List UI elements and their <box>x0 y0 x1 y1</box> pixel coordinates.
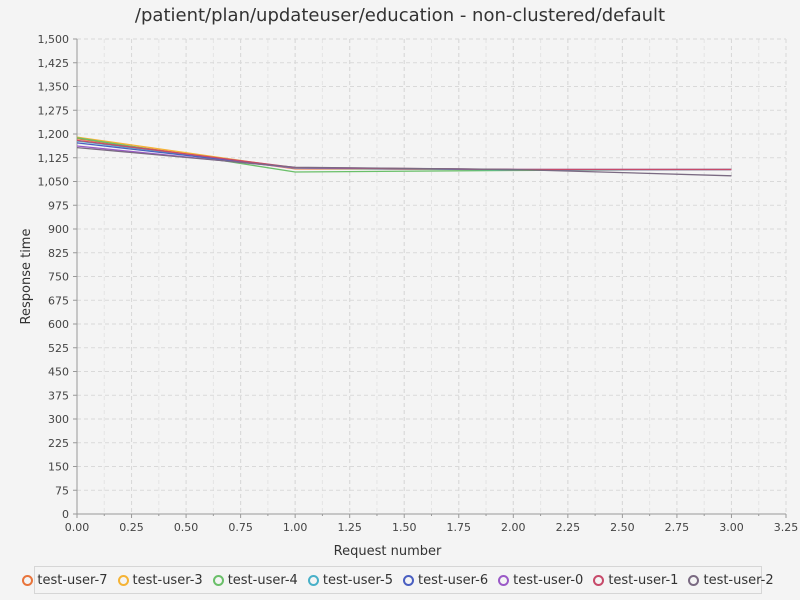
legend-marker-icon <box>688 574 700 586</box>
x-tick-label: 2.25 <box>556 521 581 534</box>
y-tick-label: 675 <box>48 294 69 307</box>
y-tick-label: 825 <box>48 247 69 260</box>
x-tick-label: 1.00 <box>283 521 308 534</box>
y-tick-label: 1,350 <box>38 81 70 94</box>
x-tick-label: 0.00 <box>65 521 90 534</box>
x-tick-label: 1.25 <box>337 521 362 534</box>
x-tick-label: 0.75 <box>228 521 253 534</box>
x-tick-label: 2.75 <box>665 521 690 534</box>
legend-marker-icon <box>593 574 605 586</box>
legend: test-user-7 test-user-3 test-user-4 test-us… <box>22 566 774 594</box>
x-tick-label: 3.00 <box>719 521 744 534</box>
y-tick-label: 975 <box>48 199 69 212</box>
legend-item: test-user-3 <box>117 572 203 588</box>
legend-marker-icon <box>403 574 414 586</box>
y-tick-label: 1,500 <box>38 33 70 46</box>
legend-item: test-user-5 <box>307 572 393 588</box>
y-tick-label: 1,275 <box>38 104 70 117</box>
y-tick-label: 1,425 <box>38 57 70 70</box>
y-tick-label: 0 <box>62 508 69 521</box>
legend-label: test-user-4 <box>227 572 298 588</box>
legend-item: test-user-0 <box>498 573 583 588</box>
y-tick-label: 150 <box>48 461 69 474</box>
legend-item: test-user-2 <box>688 572 774 588</box>
legend-label: test-user-6 <box>418 572 489 588</box>
x-tick-label: 2.00 <box>501 521 526 534</box>
legend-label: test-user-0 <box>513 572 584 588</box>
chart-title: /patient/plan/updateuser/education - non… <box>134 5 666 26</box>
x-tick-label: 1.50 <box>392 521 417 534</box>
x-tick-label: 2.50 <box>610 521 635 534</box>
y-tick-label: 750 <box>48 271 69 284</box>
legend-marker-icon <box>117 574 129 586</box>
legend-marker-icon <box>498 574 510 586</box>
y-tick-label: 600 <box>48 318 69 331</box>
legend-label: test-user-7 <box>37 572 108 588</box>
y-tick-label: 525 <box>48 342 69 355</box>
y-tick-label: 900 <box>48 223 69 236</box>
legend-label: test-user-1 <box>608 572 679 588</box>
x-tick-label: 0.50 <box>174 521 199 534</box>
y-tick-label: 1,125 <box>38 152 70 165</box>
line-chart: 0.00 0.25 0.50 0.75 1.00 1.25 1.50 1.75 2.00 2.25… <box>19 33 799 559</box>
legend-item: test-user-1 <box>593 573 678 588</box>
series-line-test-user-2 <box>76 146 732 177</box>
legend-marker-icon <box>307 574 319 586</box>
legend-item: test-user-6 <box>403 573 488 588</box>
x-tick-label: 3.25 <box>774 521 799 534</box>
legend-item: test-user-4 <box>212 572 298 588</box>
legend-marker-icon <box>212 574 224 586</box>
x-tick-label: 0.25 <box>119 521 144 534</box>
y-tick-label: 375 <box>48 389 69 402</box>
legend-label: test-user-3 <box>132 572 203 588</box>
y-tick-label: 1,200 <box>38 128 70 141</box>
y-axis-label: Response time <box>19 229 34 325</box>
x-axis-label: Request number <box>334 544 442 559</box>
y-tick-label: 450 <box>48 366 69 379</box>
y-tick-label: 300 <box>48 413 69 426</box>
y-tick-label: 225 <box>48 437 69 450</box>
legend-item: test-user-7 <box>22 572 108 588</box>
y-tick-label: 75 <box>55 484 69 497</box>
legend-label: test-user-5 <box>322 572 393 588</box>
y-tick-label: 1,050 <box>38 176 70 189</box>
legend-marker-icon <box>22 574 34 586</box>
x-tick-label: 1.75 <box>447 521 472 534</box>
legend-label: test-user-2 <box>703 572 774 588</box>
